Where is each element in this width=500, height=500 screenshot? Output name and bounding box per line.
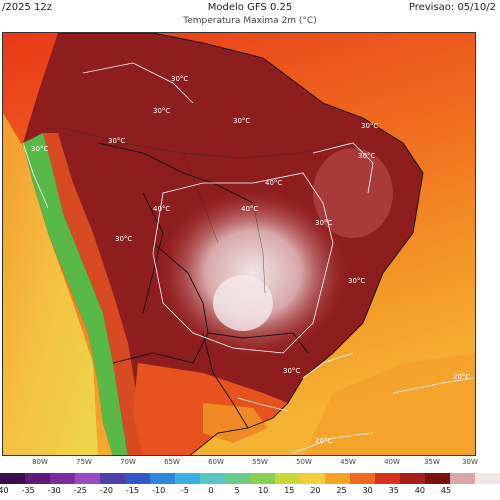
colorbar-swatch [300,473,325,484]
heat-core-center [213,275,273,331]
pacific-ocean [3,113,98,455]
colorbar-swatch [200,473,225,484]
colorbar-label: 45 [440,486,452,495]
colorbar-swatch [175,473,200,484]
contour-label: 30°C [358,152,375,160]
contour-label: 40°C [241,205,258,213]
lon-label: 55W [252,458,268,466]
colorbar-label: 30 [362,486,373,495]
colorbar-label: 20 [310,486,321,495]
contour-label: 40°C [153,205,170,213]
contour-label: 30°C [115,235,132,243]
colorbar-swatch [450,473,475,484]
colorbar-swatch [350,473,375,484]
contour-label: 30°C [283,367,300,375]
contour-label: 20°C [453,373,470,381]
contour-labels: 30°C 30°C 30°C 30°C 30°C 30°C 30°C 30°C … [31,75,470,445]
rivers [62,127,344,294]
south-atlantic-cool [303,353,475,455]
contour-label: 30°C [315,219,332,227]
lon-label: 60W [208,458,224,466]
run-time: /2025 12z [2,2,52,13]
contour-label: 30°C [108,137,125,145]
colorbar-swatch [475,473,500,484]
contour-label: 30°C [348,277,365,285]
map-header: /2025 12z Modelo GFS 0.25 Previsao: 05/1… [0,0,500,32]
colorbar-swatches [0,473,500,484]
colorbar-swatch [75,473,100,484]
colorbar-swatch [25,473,50,484]
colorbar-label: -35 [21,486,35,495]
colorbar-legend: -40 -35 -30 -25 -20 -15 -10 -5 0 5 10 15 20 25 30 35 40 4… [0,470,500,500]
contour-label: 30°C [171,75,188,83]
colorbar-label: 35 [388,486,399,495]
lon-label: 75W [76,458,92,466]
colorbar-swatch [0,473,25,484]
colorbar-label: 25 [336,486,347,495]
contour-label: 30°C [153,107,170,115]
colorbar-swatch [425,473,450,484]
lon-label: 50W [296,458,312,466]
lon-label: 35W [424,458,440,466]
colorbar-swatch [325,473,350,484]
lon-label: 80W [32,458,48,466]
contour-label: 30°C [31,145,48,153]
andes-foothills [43,133,143,455]
colorbar-label: 5 [234,486,240,495]
colorbar-label: -20 [99,486,114,495]
colorbar-label: -5 [180,486,189,495]
colorbar-label: -30 [47,486,61,495]
colorbar-swatch [275,473,300,484]
colorbar-label: 40 [414,486,425,495]
northeast-heat [313,148,393,238]
lon-label: 45W [340,458,356,466]
lon-label: 70W [120,458,136,466]
temperature-map: 30°C 30°C 30°C 30°C 30°C 30°C 30°C 30°C … [2,32,476,456]
colorbar-swatch [150,473,175,484]
colorbar-swatch [400,473,425,484]
contour-label: 30°C [361,122,378,130]
colorbar-label: 15 [284,486,295,495]
andes-band [23,133,128,455]
colorbar-label: -15 [126,486,140,495]
colorbar-swatch [225,473,250,484]
longitude-axis: 80W 75W 70W 65W 60W 55W 50W 45W 40W 35W … [0,458,500,470]
colorbar-label: 10 [258,486,269,495]
colorbar-label: -10 [152,486,166,495]
colorbar-label: 0 [208,486,214,495]
contour-label: 20°C [315,437,332,445]
lon-label: 65W [164,458,180,466]
map-canvas: 30°C 30°C 30°C 30°C 30°C 30°C 30°C 30°C … [3,33,475,455]
colorbar-swatch [100,473,125,484]
colorbar-swatch [125,473,150,484]
lon-label: 40W [384,458,400,466]
model-title: Modelo GFS 0.25 [207,2,293,13]
colorbar-swatch [375,473,400,484]
colorbar-swatch [250,473,275,484]
isotherm-contours [22,62,474,454]
contour-label: 40°C [265,179,282,187]
colorbar-label: -25 [73,486,87,495]
lon-label: 30W [462,458,478,466]
country-borders [58,33,424,455]
colorbar-label: -40 [0,486,9,495]
variable-title: Temperatura Maxima 2m (°C) [183,16,317,26]
forecast-time: Previsao: 05/10/2 [408,2,496,13]
contour-label: 30°C [233,117,250,125]
colorbar-swatch [50,473,75,484]
